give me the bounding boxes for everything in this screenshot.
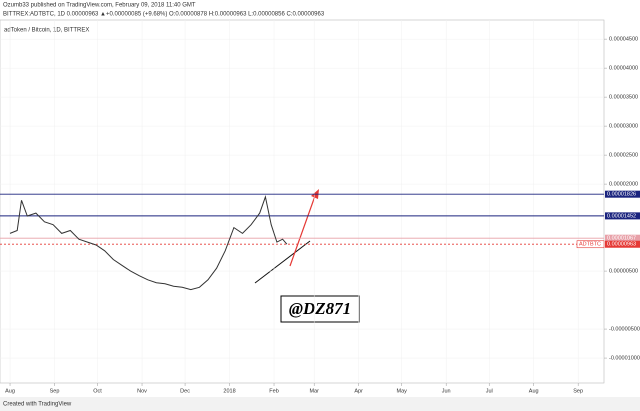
level-label-bg [605,240,640,248]
x-tick-label: Nov [137,388,147,394]
level-label-bg [605,190,640,198]
level-label: 0.00001826 [607,192,636,198]
annotation-box [280,295,360,323]
symbol-line: BITTREX:ADTBTC, 1D 0.00000963 ▲+0.000000… [3,12,325,18]
level-label: 0.00000963 [607,242,636,248]
level-label: 0.00001067 [607,236,636,242]
y-tick-label: 0.00004000 [609,66,638,72]
level-label-bg [605,234,640,242]
trend-line [254,240,311,284]
x-tick-label: 2018 [223,388,235,394]
publish-header: Ozumb33 published on TradingView.com, Fe… [3,3,196,9]
x-tick-label: Sep [573,388,583,394]
level-label: 0.00001452 [607,213,636,219]
annotation: @DZ871 [289,299,351,318]
y-tick-label: -0.00000500 [609,327,640,333]
level-label-bg [605,212,640,220]
y-tick-label: 0.00003000 [609,124,638,130]
x-tick-label: Mar [309,388,319,394]
x-tick-label: Dec [180,388,190,394]
x-tick-label: Jul [486,388,493,394]
y-tick-label: 0.00002000 [609,182,638,188]
x-tick-label: Oct [93,388,102,394]
y-tick-label: -0.00001000 [609,356,640,362]
x-tick-label: Feb [269,388,278,394]
y-tick-label: 0.00002500 [609,153,638,159]
x-tick-label: May [397,388,408,394]
chart-title: adToken / Bitcoin, 1D, BITTREX [4,28,89,34]
y-tick-label: 0.00003500 [609,95,638,101]
x-tick-label: Apr [354,388,363,394]
plot-frame [0,19,605,384]
price-line [9,195,288,291]
y-tick-label: 0.00000500 [609,269,638,275]
x-tick-label: Sep [50,388,60,394]
symbol-tag-bg [576,240,605,249]
arrow-line [289,195,316,267]
x-tick-label: Aug [529,388,539,394]
symbol-tag: ADTBTC [579,242,601,248]
footer: Created with TradingView [3,402,72,408]
footer-bar [0,397,640,411]
y-tick-label: 0.00004500 [609,37,638,43]
x-tick-label: Jun [442,388,451,394]
x-tick-label: Aug [5,388,15,394]
